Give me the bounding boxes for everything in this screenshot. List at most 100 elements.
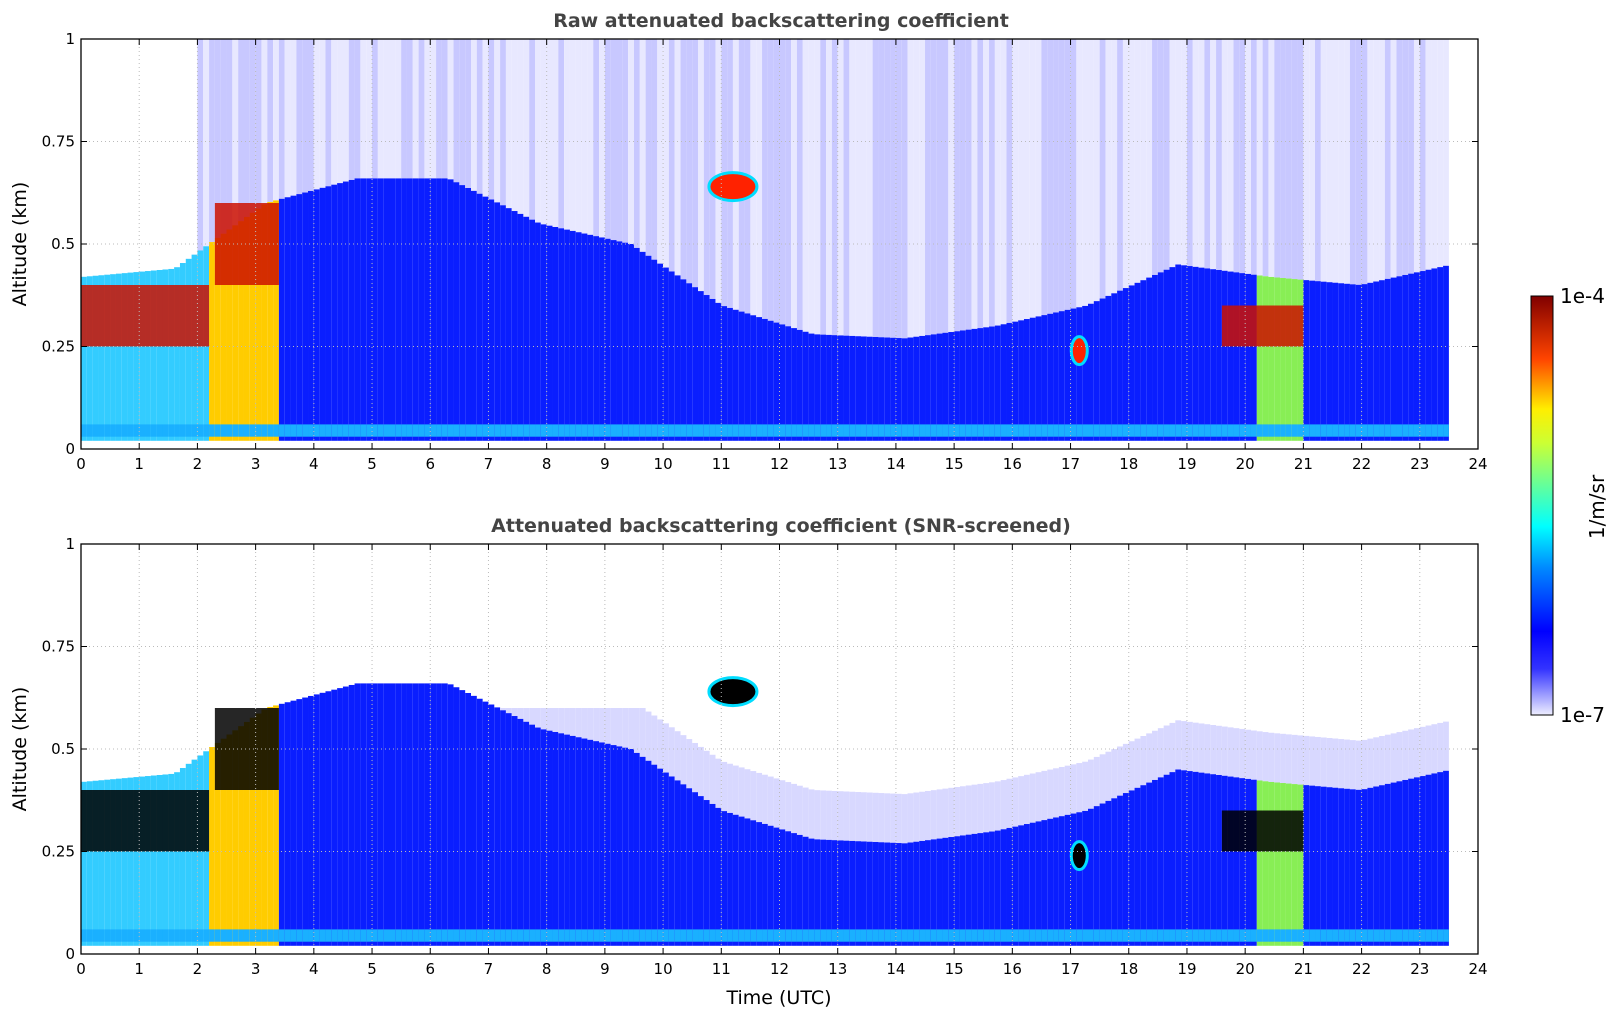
heatmap-cell (226, 424, 233, 437)
heatmap-cell (1064, 309, 1071, 441)
heatmap-cell (942, 837, 949, 946)
heatmap-cell (936, 424, 943, 437)
heatmap-cell (1111, 424, 1118, 437)
heatmap-cell (727, 307, 733, 441)
heatmap-cell (1192, 39, 1199, 267)
heatmap-cell (1233, 929, 1240, 942)
heatmap-cell (1425, 424, 1432, 437)
heatmap-cell (703, 929, 710, 942)
heatmap-cell (1012, 826, 1019, 946)
heatmap-cell (110, 274, 116, 441)
heatmap-cell (546, 730, 553, 946)
heatmap-cell (238, 39, 244, 222)
heatmap-cell (645, 929, 652, 942)
heatmap-cell (692, 424, 699, 437)
heatmap-cell (622, 747, 629, 946)
heatmap-cell (599, 237, 605, 441)
heatmap-cell (115, 424, 122, 437)
heatmap-cell (767, 776, 774, 826)
heatmap-cell (92, 275, 99, 441)
heatmap-cell (721, 424, 728, 437)
heatmap-cell (232, 225, 239, 441)
heatmap-cell (1338, 788, 1345, 946)
heatmap-cell (86, 929, 93, 942)
heatmap-cell (1198, 772, 1205, 946)
heatmap-cell (645, 39, 652, 256)
heatmap-cell (1315, 39, 1321, 282)
heatmap-cell (529, 424, 536, 437)
heatmap-cell (174, 929, 180, 942)
heatmap-cell (517, 718, 524, 946)
heatmap-cell (1128, 424, 1135, 437)
heatmap-cell (1425, 929, 1432, 942)
heatmap-cell (296, 194, 303, 441)
heatmap-cell (1117, 929, 1123, 942)
heatmap-cell (843, 335, 850, 441)
heatmap-cell (1274, 424, 1281, 437)
heatmap-cell (267, 424, 274, 437)
heatmap-cell (930, 334, 937, 441)
heatmap-cell (593, 741, 600, 946)
heatmap-cell (377, 39, 384, 179)
heatmap-cell (866, 39, 873, 337)
heatmap-cell (895, 929, 902, 942)
heatmap-cell (476, 698, 483, 946)
heatmap-cell (302, 424, 309, 437)
heatmap-cell (552, 424, 559, 437)
heatmap-cell (604, 424, 611, 437)
heatmap-cell (1413, 272, 1420, 441)
heatmap-cell (1320, 929, 1327, 942)
heatmap-cell (1274, 733, 1281, 783)
heatmap-cell (1192, 722, 1199, 772)
heatmap-cell (930, 424, 937, 437)
heatmap-cell (1163, 424, 1170, 437)
heatmap-cell (1111, 749, 1118, 799)
heatmap-cell (657, 719, 664, 769)
heatmap-cell (1198, 267, 1205, 441)
heatmap-cell (587, 424, 594, 437)
heatmap-cell (162, 269, 169, 441)
heatmap-cell (645, 424, 652, 437)
heatmap-cell (698, 39, 704, 292)
heatmap-cell (406, 424, 413, 437)
heatmap-cell (1006, 39, 1013, 323)
heatmap-cell (1437, 722, 1444, 773)
heatmap-cell (680, 929, 687, 942)
heatmap-cell (1338, 39, 1345, 284)
heatmap-cell (1233, 272, 1240, 441)
heatmap-cell (81, 929, 87, 942)
heatmap-cell (1245, 778, 1251, 946)
heatmap-cell (1349, 929, 1356, 942)
heatmap-cell (447, 424, 454, 437)
heatmap-cell (721, 306, 728, 441)
heatmap-cell (936, 929, 943, 942)
heatmap-cell (1221, 929, 1228, 942)
heatmap-cell (121, 778, 128, 946)
heatmap-cell (709, 803, 716, 946)
heatmap-cell (1099, 803, 1106, 946)
heatmap-cell (1029, 822, 1036, 946)
heatmap-cell (1122, 288, 1129, 441)
heatmap-cell (1262, 781, 1269, 946)
heatmap-cell (773, 778, 780, 828)
colorbar-min-label: 1e-7 (1560, 703, 1605, 727)
heatmap-cell (1181, 424, 1187, 437)
heatmap-cell (145, 929, 151, 942)
heatmap-cell (1332, 787, 1339, 946)
heatmap-cell (831, 840, 838, 946)
heatmap-cell (1006, 424, 1013, 437)
heatmap-cell (412, 39, 419, 179)
heatmap-cell (820, 334, 827, 441)
heatmap-cell (1390, 39, 1397, 278)
heatmap-cell (756, 772, 763, 823)
heatmap-cell (633, 929, 640, 942)
heatmap-cell (476, 424, 483, 437)
heatmap-cell (1192, 929, 1199, 942)
raw-backscatter-panel: Raw attenuated backscattering coefficien… (9, 10, 1488, 473)
x-tick-label: 5 (367, 960, 377, 978)
heatmap-cell (110, 929, 116, 942)
heatmap-cell (401, 178, 407, 441)
heatmap-cell (907, 424, 914, 437)
heatmap-cell (261, 39, 268, 205)
heatmap-cell (890, 337, 896, 441)
